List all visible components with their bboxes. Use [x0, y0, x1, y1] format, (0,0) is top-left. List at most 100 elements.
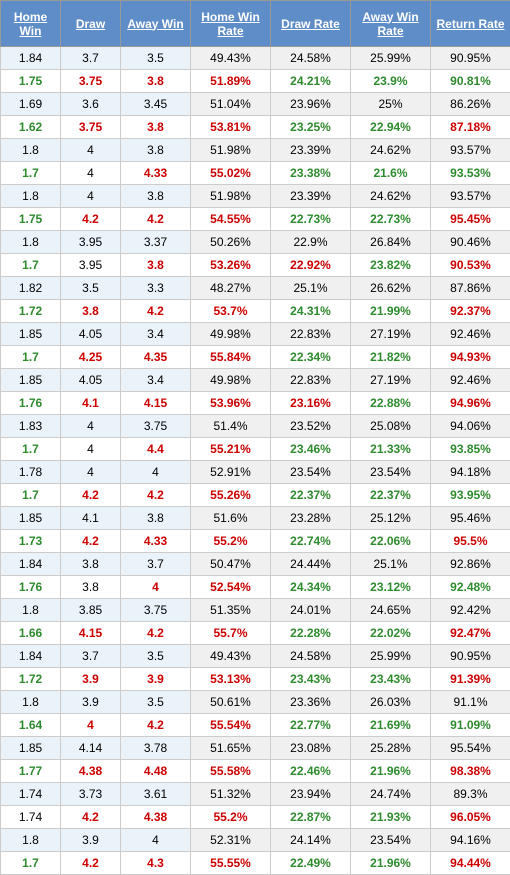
- cell: 23.28%: [271, 507, 351, 530]
- cell: 52.54%: [191, 576, 271, 599]
- cell: 1.75: [1, 208, 61, 231]
- cell: 23.39%: [271, 185, 351, 208]
- cell: 48.27%: [191, 277, 271, 300]
- cell: 1.85: [1, 507, 61, 530]
- table-row: 1.723.84.253.7%24.31%21.99%92.37%: [1, 300, 510, 323]
- cell: 4.3: [121, 852, 191, 875]
- cell: 93.53%: [431, 162, 510, 185]
- cell: 3.75: [121, 599, 191, 622]
- cell: 24.62%: [351, 139, 431, 162]
- cell: 92.46%: [431, 323, 510, 346]
- cell: 23.54%: [351, 829, 431, 852]
- cell: 4.14: [61, 737, 121, 760]
- table-row: 1.664.154.255.7%22.28%22.02%92.47%: [1, 622, 510, 645]
- cell: 25.08%: [351, 415, 431, 438]
- cell: 4.15: [61, 622, 121, 645]
- cell: 21.82%: [351, 346, 431, 369]
- cell: 4.48: [121, 760, 191, 783]
- cell: 22.87%: [271, 806, 351, 829]
- cell: 55.7%: [191, 622, 271, 645]
- table-row: 1.823.53.348.27%25.1%26.62%87.86%: [1, 277, 510, 300]
- cell: 23.38%: [271, 162, 351, 185]
- cell: 90.81%: [431, 70, 510, 93]
- table-row: 1.734.24.3355.2%22.74%22.06%95.5%: [1, 530, 510, 553]
- cell: 25.12%: [351, 507, 431, 530]
- cell: 4.2: [121, 300, 191, 323]
- cell: 94.06%: [431, 415, 510, 438]
- cell: 23.46%: [271, 438, 351, 461]
- cell: 55.55%: [191, 852, 271, 875]
- table-row: 1.74.24.255.26%22.37%22.37%93.95%: [1, 484, 510, 507]
- cell: 1.8: [1, 185, 61, 208]
- cell: 90.95%: [431, 47, 510, 70]
- col-header-4[interactable]: Draw Rate: [271, 1, 351, 47]
- cell: 22.9%: [271, 231, 351, 254]
- cell: 22.83%: [271, 323, 351, 346]
- cell: 1.83: [1, 415, 61, 438]
- cell: 51.32%: [191, 783, 271, 806]
- cell: 92.48%: [431, 576, 510, 599]
- table-row: 1.854.053.449.98%22.83%27.19%92.46%: [1, 323, 510, 346]
- table-row: 1.743.733.6151.32%23.94%24.74%89.3%: [1, 783, 510, 806]
- table-row: 1.784452.91%23.54%23.54%94.18%: [1, 461, 510, 484]
- col-header-3[interactable]: Home Win Rate: [191, 1, 271, 47]
- table-row: 1.83.853.7551.35%24.01%24.65%92.42%: [1, 599, 510, 622]
- cell: 3.73: [61, 783, 121, 806]
- cell: 1.78: [1, 461, 61, 484]
- cell: 3.8: [121, 254, 191, 277]
- col-header-5[interactable]: Away Win Rate: [351, 1, 431, 47]
- cell: 3.9: [61, 691, 121, 714]
- cell: 23.43%: [351, 668, 431, 691]
- cell: 23.9%: [351, 70, 431, 93]
- cell: 23.96%: [271, 93, 351, 116]
- cell: 3.5: [121, 645, 191, 668]
- cell: 92.46%: [431, 369, 510, 392]
- table-row: 1.83.9452.31%24.14%23.54%94.16%: [1, 829, 510, 852]
- cell: 1.74: [1, 806, 61, 829]
- col-header-6[interactable]: Return Rate: [431, 1, 510, 47]
- cell: 4: [61, 185, 121, 208]
- table-row: 1.753.753.851.89%24.21%23.9%90.81%: [1, 70, 510, 93]
- cell: 1.82: [1, 277, 61, 300]
- cell: 50.26%: [191, 231, 271, 254]
- cell: 1.7: [1, 162, 61, 185]
- table-row: 1.73.953.853.26%22.92%23.82%90.53%: [1, 254, 510, 277]
- cell: 3.8: [121, 507, 191, 530]
- table-row: 1.843.83.750.47%24.44%25.1%92.86%: [1, 553, 510, 576]
- cell: 4: [121, 576, 191, 599]
- cell: 55.2%: [191, 530, 271, 553]
- cell: 1.7: [1, 438, 61, 461]
- cell: 23.25%: [271, 116, 351, 139]
- cell: 3.95: [61, 254, 121, 277]
- col-header-1[interactable]: Draw: [61, 1, 121, 47]
- table-row: 1.693.63.4551.04%23.96%25%86.26%: [1, 93, 510, 116]
- cell: 49.98%: [191, 369, 271, 392]
- cell: 4.05: [61, 323, 121, 346]
- cell: 3.5: [121, 691, 191, 714]
- cell: 24.21%: [271, 70, 351, 93]
- cell: 49.43%: [191, 645, 271, 668]
- table-row: 1.744.3355.02%23.38%21.6%93.53%: [1, 162, 510, 185]
- cell: 25.28%: [351, 737, 431, 760]
- cell: 55.58%: [191, 760, 271, 783]
- cell: 87.86%: [431, 277, 510, 300]
- cell: 21.93%: [351, 806, 431, 829]
- cell: 1.77: [1, 760, 61, 783]
- cell: 3.78: [121, 737, 191, 760]
- cell: 92.86%: [431, 553, 510, 576]
- table-row: 1.854.143.7851.65%23.08%25.28%95.54%: [1, 737, 510, 760]
- cell: 4.2: [61, 852, 121, 875]
- cell: 4.4: [121, 438, 191, 461]
- cell: 4.33: [121, 530, 191, 553]
- cell: 54.55%: [191, 208, 271, 231]
- cell: 1.72: [1, 668, 61, 691]
- cell: 51.4%: [191, 415, 271, 438]
- cell: 3.8: [121, 139, 191, 162]
- cell: 1.85: [1, 369, 61, 392]
- col-header-2[interactable]: Away Win: [121, 1, 191, 47]
- col-header-0[interactable]: Home Win: [1, 1, 61, 47]
- cell: 3.8: [121, 116, 191, 139]
- cell: 23.08%: [271, 737, 351, 760]
- table-row: 1.6444.255.54%22.77%21.69%91.09%: [1, 714, 510, 737]
- cell: 22.28%: [271, 622, 351, 645]
